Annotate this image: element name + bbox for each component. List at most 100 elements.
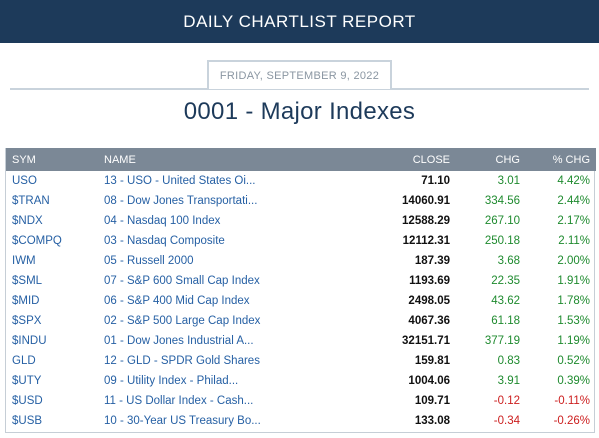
symbol-link[interactable]: $INDU <box>12 335 47 347</box>
symbol-cell: $NDX <box>6 211 98 231</box>
change-value: 61.18 <box>491 315 520 327</box>
chart-name-link[interactable]: 07 - S&P 600 Small Cap Index <box>104 275 260 287</box>
symbol-cell: $UTY <box>6 371 98 391</box>
symbol-cell: $COMPQ <box>6 231 98 251</box>
table-row[interactable]: IWM 05 - Russell 2000 187.39 3.68 2.00% <box>6 251 596 271</box>
symbol-link[interactable]: $SML <box>12 275 43 287</box>
table-row[interactable]: $USD 11 - US Dollar Index - Cash... 109.71… <box>6 391 596 411</box>
name-cell: 05 - Russell 2000 <box>98 251 336 271</box>
column-header-sym[interactable]: SYM <box>12 153 36 166</box>
name-cell: 06 - S&P 400 Mid Cap Index <box>98 291 336 311</box>
symbol-link[interactable]: IWM <box>12 255 36 267</box>
indexes-table: SYM NAME CLOSE CHG % CHG USO 13 - USO - U… <box>6 148 596 431</box>
date-divider <box>10 88 589 90</box>
close-value: 2498.05 <box>408 295 450 307</box>
chart-name-link[interactable]: 12 - GLD - SPDR Gold Shares <box>104 355 260 367</box>
symbol-link[interactable]: $SPX <box>12 315 42 327</box>
close-value: 1193.69 <box>409 275 450 287</box>
table-row[interactable]: $SML 07 - S&P 600 Small Cap Index 1193.69 2… <box>6 271 596 291</box>
close-value: 12112.31 <box>402 235 450 247</box>
symbol-link[interactable]: $MID <box>12 295 40 307</box>
symbol-cell: $USD <box>6 391 98 411</box>
name-cell: 04 - Nasdaq 100 Index <box>98 211 336 231</box>
symbol-link[interactable]: $TRAN <box>12 195 50 207</box>
symbol-link[interactable]: $COMPQ <box>12 235 62 247</box>
symbol-link[interactable]: GLD <box>12 355 36 367</box>
chart-name-link[interactable]: 08 - Dow Jones Transportati... <box>104 195 258 207</box>
close-value: 12588.29 <box>402 215 450 227</box>
symbol-link[interactable]: $NDX <box>12 215 43 227</box>
symbol-cell: $SPX <box>6 311 98 331</box>
table-row[interactable]: $NDX 04 - Nasdaq 100 Index 12588.29 267.10 2… <box>6 211 596 231</box>
change-value: 3.91 <box>497 375 520 387</box>
chart-name-link[interactable]: 06 - S&P 400 Mid Cap Index <box>104 295 250 307</box>
percent-change-value: 2.17% <box>557 215 590 227</box>
table-row[interactable]: $COMPQ 03 - Nasdaq Composite 12112.31 250.1… <box>6 231 596 251</box>
column-header-chg[interactable]: CHG <box>495 153 520 166</box>
table-row[interactable]: $USB 10 - 30-Year US Treasury Bo... 133.08… <box>6 411 596 431</box>
column-header-name[interactable]: NAME <box>104 153 136 166</box>
percent-change-value: 0.52% <box>557 355 590 367</box>
percent-change-value: 2.11% <box>558 235 590 247</box>
name-cell: 02 - S&P 500 Large Cap Index <box>98 311 336 331</box>
symbol-cell: GLD <box>6 351 98 371</box>
chart-name-link[interactable]: 10 - 30-Year US Treasury Bo... <box>104 415 261 427</box>
table-body: USO 13 - USO - United States Oi... 71.10 3.… <box>6 171 596 431</box>
symbol-link[interactable]: $UTY <box>12 375 42 387</box>
change-value: 334.56 <box>484 195 520 207</box>
change-value: -0.12 <box>493 395 520 407</box>
symbol-cell: USO <box>6 171 98 191</box>
percent-change-value: 1.91% <box>557 275 590 287</box>
close-value: 159.81 <box>414 355 450 367</box>
name-cell: 08 - Dow Jones Transportati... <box>98 191 336 211</box>
percent-change-value: -0.11% <box>554 395 590 407</box>
change-value: 0.83 <box>497 355 520 367</box>
column-header-close[interactable]: CLOSE <box>412 153 450 166</box>
change-value: 3.68 <box>497 255 520 267</box>
table-row[interactable]: $TRAN 08 - Dow Jones Transportati... 14060… <box>6 191 596 211</box>
table-row[interactable]: GLD 12 - GLD - SPDR Gold Shares 159.81 0.83… <box>6 351 596 371</box>
chart-name-link[interactable]: 03 - Nasdaq Composite <box>104 235 225 247</box>
symbol-cell: $TRAN <box>6 191 98 211</box>
symbol-cell: $SML <box>6 271 98 291</box>
chart-name-link[interactable]: 01 - Dow Jones Industrial A... <box>104 335 254 347</box>
report-header-title: DAILY CHARTLIST REPORT <box>183 11 416 31</box>
chartlist-title: 0001 - Major Indexes <box>183 98 416 125</box>
change-value: 43.62 <box>491 295 520 307</box>
chart-name-link[interactable]: 04 - Nasdaq 100 Index <box>104 215 221 227</box>
column-header-pct-chg[interactable]: % CHG <box>552 153 590 166</box>
close-value: 133.08 <box>414 415 450 427</box>
name-cell: 11 - US Dollar Index - Cash... <box>98 391 336 411</box>
percent-change-value: 1.78% <box>557 295 590 307</box>
chart-name-link[interactable]: 11 - US Dollar Index - Cash... <box>104 395 254 407</box>
indexes-table-container: SYM NAME CLOSE CHG % CHG USO 13 - USO - U… <box>5 148 596 433</box>
symbol-cell: $MID <box>6 291 98 311</box>
name-cell: 10 - 30-Year US Treasury Bo... <box>98 411 336 431</box>
name-cell: 07 - S&P 600 Small Cap Index <box>98 271 336 291</box>
percent-change-value: 2.00% <box>557 255 590 267</box>
percent-change-value: 2.44% <box>557 195 590 207</box>
report-date-text: FRIDAY, SEPTEMBER 9, 2022 <box>219 69 380 82</box>
name-cell: 03 - Nasdaq Composite <box>98 231 336 251</box>
chart-name-link[interactable]: 13 - USO - United States Oi... <box>104 175 256 187</box>
percent-change-value: 1.19% <box>557 335 590 347</box>
close-value: 32151.71 <box>402 335 450 347</box>
table-row[interactable]: USO 13 - USO - United States Oi... 71.10 3.… <box>6 171 596 191</box>
table-header-row: SYM NAME CLOSE CHG % CHG <box>6 148 596 171</box>
chart-name-link[interactable]: 02 - S&P 500 Large Cap Index <box>104 315 261 327</box>
table-row[interactable]: $MID 06 - S&P 400 Mid Cap Index 2498.05 43.… <box>6 291 596 311</box>
table-row[interactable]: $UTY 09 - Utility Index - Philad... 1004.0… <box>6 371 596 391</box>
percent-change-value: -0.26% <box>553 415 590 427</box>
report-date: FRIDAY, SEPTEMBER 9, 2022 <box>207 60 392 89</box>
table-row[interactable]: $SPX 02 - S&P 500 Large Cap Index 4067.36 6… <box>6 311 596 331</box>
table-row[interactable]: $INDU 01 - Dow Jones Industrial A... 32151… <box>6 331 596 351</box>
symbol-cell: $INDU <box>6 331 98 351</box>
chart-name-link[interactable]: 05 - Russell 2000 <box>104 255 194 267</box>
chart-name-link[interactable]: 09 - Utility Index - Philad... <box>104 375 239 387</box>
symbol-link[interactable]: $USD <box>12 395 43 407</box>
symbol-link[interactable]: USO <box>12 175 37 187</box>
percent-change-value: 1.53% <box>557 315 590 327</box>
percent-change-value: 0.39% <box>557 375 590 387</box>
symbol-link[interactable]: $USB <box>12 415 43 427</box>
name-cell: 01 - Dow Jones Industrial A... <box>98 331 336 351</box>
